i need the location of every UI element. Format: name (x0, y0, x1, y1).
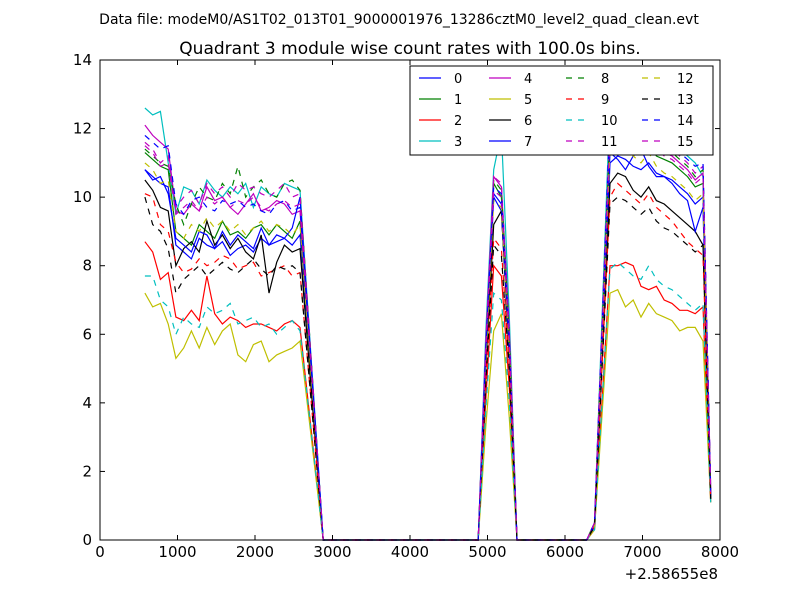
legend-label-4: 4 (524, 72, 532, 87)
legend-label-10: 10 (601, 114, 618, 129)
legend-label-15: 15 (677, 135, 694, 150)
x-tick-label: 1000 (158, 543, 196, 561)
y-tick-label: 4 (82, 394, 92, 412)
x-tick-label: 0 (95, 543, 105, 561)
legend-label-1: 1 (454, 93, 462, 108)
legend-box (409, 65, 714, 156)
series-9-line (144, 182, 712, 541)
x-tick-label: 7000 (623, 543, 661, 561)
x-tick-label: 2000 (236, 543, 274, 561)
legend-label-13: 13 (677, 93, 694, 108)
x-tick-label: 5000 (468, 543, 506, 561)
legend-label-3: 3 (454, 135, 462, 150)
series-10-line (144, 261, 712, 541)
y-tick-label: 6 (82, 325, 92, 343)
y-tick-label: 8 (82, 257, 92, 275)
legend-label-5: 5 (524, 93, 532, 108)
y-tick-label: 12 (73, 120, 92, 138)
legend-label-0: 0 (454, 72, 462, 87)
chart-title: Quadrant 3 module wise count rates with … (179, 39, 640, 59)
ticks-layer: 0 1000 2000 3000 4000 5000 6000 7000 80000246810… (73, 51, 739, 561)
x-tick-label: 4000 (391, 543, 429, 561)
x-axis-offset-label: +2.58655e8 (625, 565, 718, 583)
y-tick-label: 14 (73, 51, 92, 69)
legend-label-11: 11 (601, 135, 618, 150)
x-tick-label: 3000 (313, 543, 351, 561)
x-tick-label: 8000 (701, 543, 739, 561)
axes-frame (99, 59, 721, 541)
y-tick-label: 10 (73, 188, 92, 206)
y-tick-label: 0 (82, 531, 92, 549)
legend-label-12: 12 (677, 72, 694, 87)
legend-label-6: 6 (524, 114, 532, 129)
y-tick-label: 2 (82, 462, 92, 480)
figure-suptitle: Data file: modeM0/AS1T02_013T01_90000019… (99, 12, 699, 28)
legend-label-7: 7 (524, 135, 532, 150)
legend-label-8: 8 (601, 72, 609, 87)
legend-label-9: 9 (601, 93, 609, 108)
legend-label-14: 14 (677, 114, 694, 129)
x-tick-label: 6000 (546, 543, 584, 561)
legend-label-2: 2 (454, 114, 462, 129)
